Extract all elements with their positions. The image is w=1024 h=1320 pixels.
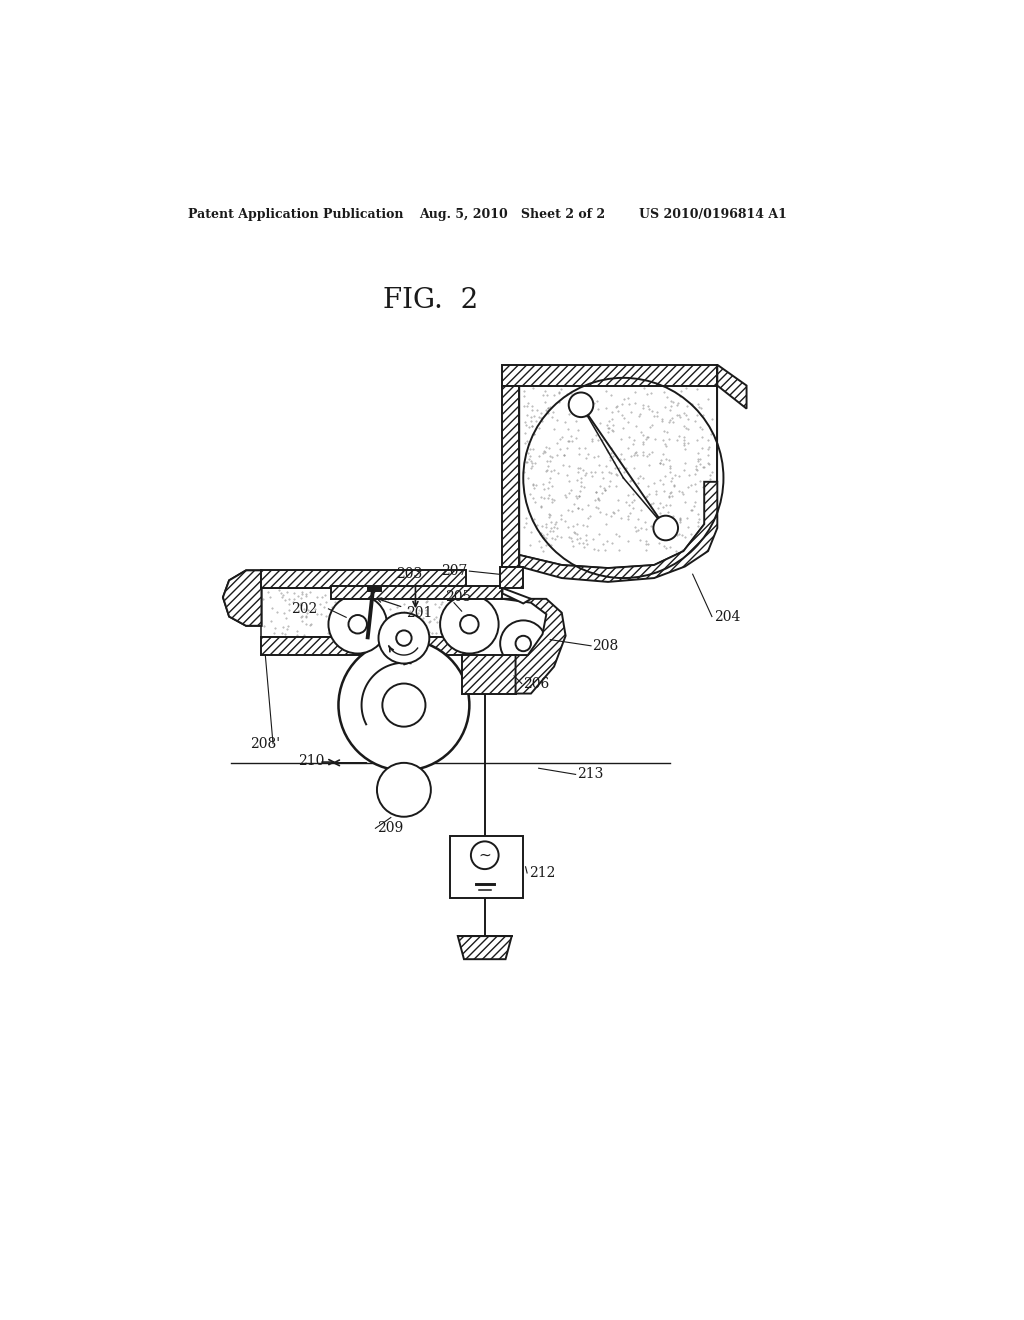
Circle shape: [500, 620, 547, 667]
Polygon shape: [503, 364, 717, 385]
Polygon shape: [500, 599, 565, 693]
Text: US 2010/0196814 A1: US 2010/0196814 A1: [639, 209, 786, 222]
Circle shape: [440, 595, 499, 653]
Circle shape: [653, 516, 678, 540]
Polygon shape: [458, 936, 512, 960]
Text: 203: 203: [396, 568, 423, 581]
Text: 207: 207: [441, 564, 468, 578]
Circle shape: [396, 631, 412, 645]
Circle shape: [382, 684, 425, 726]
Polygon shape: [519, 482, 717, 582]
Circle shape: [379, 612, 429, 664]
Polygon shape: [223, 570, 261, 626]
Text: 212: 212: [528, 866, 555, 880]
Circle shape: [568, 392, 593, 417]
Polygon shape: [503, 589, 531, 603]
Circle shape: [377, 763, 431, 817]
Circle shape: [471, 841, 499, 869]
Polygon shape: [451, 836, 523, 898]
Text: 201: 201: [377, 598, 432, 619]
Polygon shape: [503, 385, 519, 566]
Circle shape: [460, 615, 478, 634]
Text: FIG.  2: FIG. 2: [383, 288, 478, 314]
Text: 208': 208': [250, 737, 280, 751]
Polygon shape: [519, 385, 717, 568]
Text: 204: 204: [714, 610, 740, 623]
Polygon shape: [500, 566, 523, 589]
Text: 202: 202: [292, 602, 317, 616]
Text: 206: 206: [523, 677, 550, 690]
Polygon shape: [261, 638, 466, 655]
Polygon shape: [368, 586, 381, 591]
Text: 209: 209: [377, 821, 403, 836]
Text: 208: 208: [593, 639, 618, 653]
Circle shape: [348, 615, 367, 634]
Circle shape: [339, 640, 469, 771]
Polygon shape: [462, 655, 515, 693]
Polygon shape: [717, 364, 746, 409]
Polygon shape: [261, 589, 466, 638]
Text: ~: ~: [478, 847, 492, 863]
Circle shape: [515, 636, 531, 651]
Text: 210: 210: [298, 754, 325, 767]
Circle shape: [329, 595, 387, 653]
Text: Patent Application Publication: Patent Application Publication: [188, 209, 403, 222]
Text: 213: 213: [578, 767, 603, 781]
Polygon shape: [261, 570, 466, 589]
Polygon shape: [223, 570, 261, 626]
Polygon shape: [331, 586, 503, 599]
Text: Aug. 5, 2010   Sheet 2 of 2: Aug. 5, 2010 Sheet 2 of 2: [419, 209, 605, 222]
Text: 205: 205: [444, 590, 471, 605]
